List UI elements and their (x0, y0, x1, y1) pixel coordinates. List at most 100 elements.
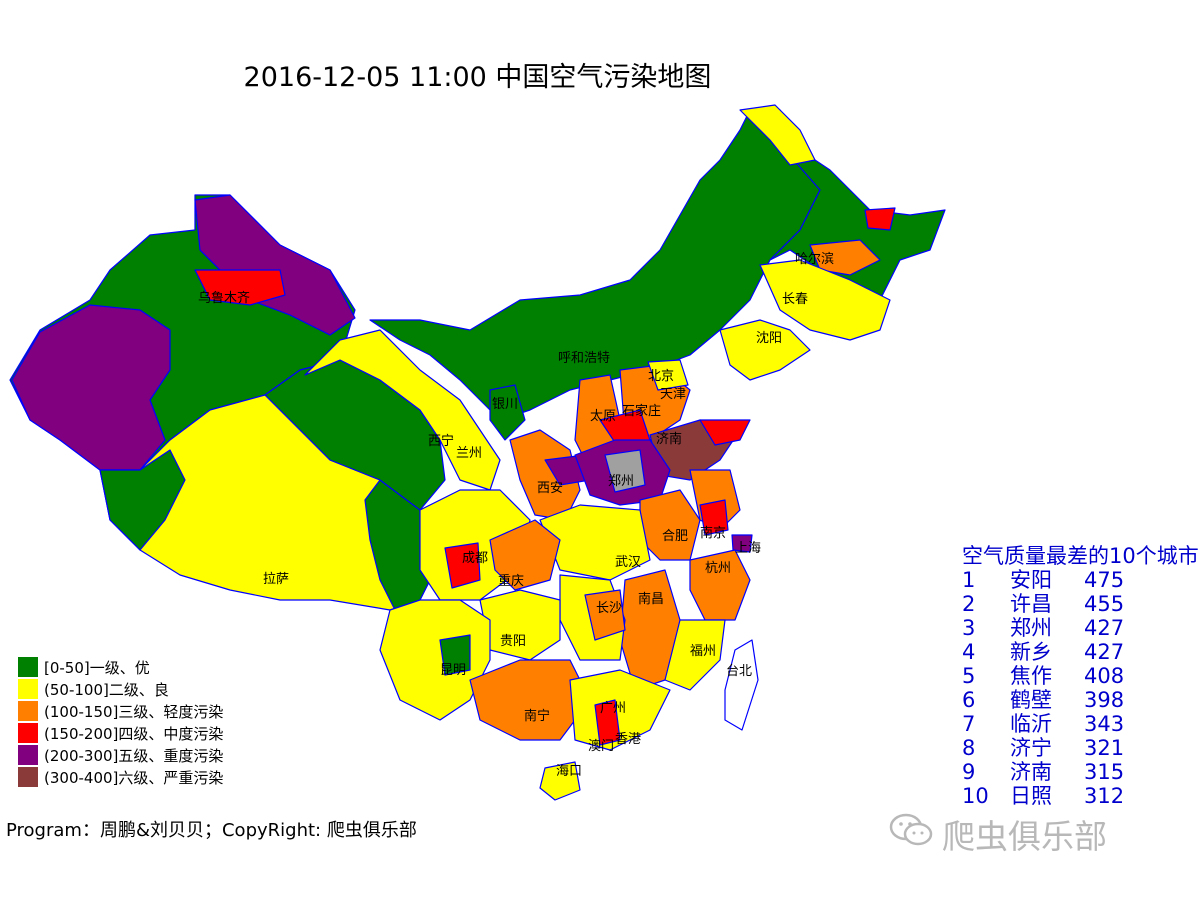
legend-swatch (18, 679, 38, 699)
region-shanghai (731, 534, 753, 553)
legend: [0-50]一级、优 (50-100]二级、良 (100-150]三级、轻度污染… (18, 656, 223, 788)
region-chongqing (489, 519, 561, 591)
region-zhejiang (689, 549, 751, 621)
rank-number: 8 (962, 736, 976, 760)
city-label: 南宁 (524, 708, 550, 724)
ranking-row: 8 济宁 321 (962, 736, 1200, 760)
worst-cities-ranking: 空气质量最差的10个城市 1 安阳 475 2 许昌 455 3 郑州 427 4 新乡 427… (962, 540, 1200, 808)
city-label: 西宁 (428, 433, 454, 449)
rank-number: 9 (962, 760, 976, 784)
legend-label: (200-300]五级、重度污染 (44, 746, 224, 765)
rank-number: 10 (962, 784, 989, 808)
rank-number: 5 (962, 664, 976, 688)
region-changsha (584, 589, 626, 641)
legend-label: [0-50]一级、优 (44, 658, 150, 677)
city-label: 济南 (656, 431, 682, 447)
region-guangdong (569, 669, 671, 751)
city-label: 石家庄 (622, 403, 661, 419)
rank-city: 鹤壁 (1010, 688, 1052, 712)
region-chengdu (444, 542, 481, 589)
city-label: 福州 (690, 644, 716, 659)
region-heilongjiang-north (739, 104, 816, 166)
legend-swatch (18, 767, 38, 787)
city-label: 北京 (648, 369, 674, 384)
city-label: 乌鲁木齐 (198, 290, 250, 306)
city-label: 香港 (615, 732, 641, 747)
city-label: 南京 (700, 525, 726, 541)
rank-city: 济南 (1010, 760, 1052, 784)
rank-number: 2 (962, 592, 976, 616)
region-kunming (439, 634, 471, 676)
region-xinjiang-north (194, 194, 356, 336)
legend-item: (50-100]二级、良 (18, 678, 223, 700)
region-guizhou (479, 589, 561, 661)
rank-aqi: 398 (1084, 688, 1125, 712)
wechat-icon (888, 812, 934, 856)
city-label: 兰州 (456, 446, 482, 461)
rank-aqi: 475 (1084, 568, 1125, 592)
legend-label: (150-200]四级、中度污染 (44, 724, 224, 743)
region-shandong-coast (699, 419, 751, 446)
city-label: 呼和浩特 (558, 351, 610, 366)
rank-aqi: 455 (1084, 592, 1125, 616)
region-hubei (539, 504, 651, 581)
legend-swatch (18, 723, 38, 743)
region-gansu (304, 329, 501, 491)
region-nanjing (699, 499, 729, 536)
rank-number: 4 (962, 640, 976, 664)
rank-aqi: 427 (1084, 616, 1125, 640)
region-urumqi (194, 269, 286, 306)
ranking-row: 2 许昌 455 (962, 592, 1200, 616)
watermark: 爬虫俱乐部 (888, 810, 1107, 858)
legend-item: (150-200]四级、中度污染 (18, 722, 223, 744)
rank-aqi: 315 (1084, 760, 1125, 784)
city-label: 台北 (726, 664, 752, 679)
region-ningxia (489, 384, 526, 441)
legend-item: (100-150]三级、轻度污染 (18, 700, 223, 722)
city-label: 武汉 (615, 555, 641, 570)
legend-label: (50-100]二级、良 (44, 680, 169, 699)
rank-city: 临沂 (1010, 712, 1052, 736)
rank-number: 7 (962, 712, 976, 736)
region-liaoning (719, 319, 811, 381)
city-label: 杭州 (705, 561, 731, 576)
city-label: 哈尔滨 (795, 251, 834, 267)
region-anhui (639, 489, 701, 561)
legend-label: (100-150]三级、轻度污染 (44, 702, 224, 721)
ranking-row: 3 郑州 427 (962, 616, 1200, 640)
region-hainan (539, 761, 581, 801)
ranking-title: 空气质量最差的10个城市 (962, 544, 1199, 568)
city-label: 长春 (782, 292, 808, 307)
region-yunnan (379, 599, 491, 721)
map-title: 2016-12-05 11:00 中国空气污染地图 (243, 62, 712, 93)
region-jilin (759, 259, 891, 341)
ranking-row: 9 济南 315 (962, 760, 1200, 784)
city-label: 太原 (590, 409, 616, 424)
ranking-row: 1 安阳 475 (962, 568, 1200, 592)
rank-city: 日照 (1010, 784, 1052, 808)
city-label: 沈阳 (756, 331, 782, 346)
ranking-row: 10 日照 312 (962, 784, 1200, 808)
rank-city: 济宁 (1010, 736, 1052, 760)
rank-city: 新乡 (1010, 640, 1052, 664)
ranking-row: 6 鹤壁 398 (962, 688, 1200, 712)
legend-swatch (18, 701, 38, 721)
legend-label: (300-400]六级、严重污染 (44, 768, 224, 787)
rank-city: 焦作 (1010, 664, 1052, 688)
ranking-row: 4 新乡 427 (962, 640, 1200, 664)
program-credit: Program：周鹏&刘贝贝；CopyRight: 爬虫俱乐部 (6, 820, 417, 841)
city-label: 天津 (660, 387, 686, 402)
rank-city: 安阳 (1010, 568, 1052, 592)
legend-item: (300-400]六级、严重污染 (18, 766, 223, 788)
city-label: 重庆 (498, 573, 524, 589)
city-label: 拉萨 (263, 572, 289, 587)
city-label: 南昌 (638, 591, 664, 607)
region-xinjiang-south (11, 304, 171, 471)
city-label: 广州 (600, 701, 626, 716)
watermark-text: 爬虫俱乐部 (942, 817, 1107, 856)
rank-city: 郑州 (1010, 616, 1052, 640)
region-zhengzhou (604, 449, 646, 493)
rank-number: 6 (962, 688, 976, 712)
